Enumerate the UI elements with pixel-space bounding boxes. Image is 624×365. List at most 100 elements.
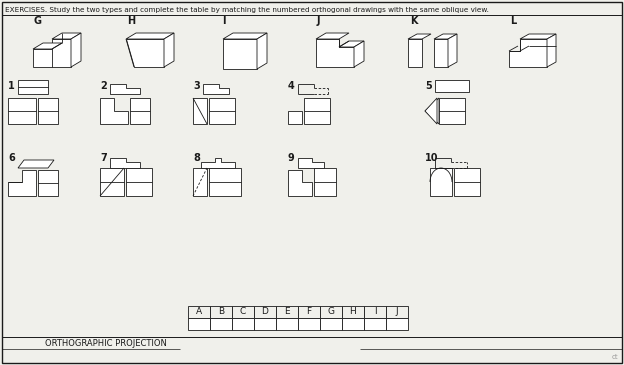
Polygon shape — [223, 33, 267, 39]
Text: G: G — [34, 16, 42, 26]
Bar — [386, 306, 408, 318]
Bar — [276, 306, 298, 318]
Bar — [193, 168, 207, 196]
Text: ct: ct — [612, 354, 618, 360]
Polygon shape — [110, 158, 140, 168]
Text: C: C — [240, 307, 246, 316]
Polygon shape — [408, 39, 422, 67]
Polygon shape — [316, 39, 354, 67]
Polygon shape — [18, 160, 54, 168]
Text: E: E — [284, 307, 290, 316]
Bar — [304, 98, 330, 124]
Bar — [342, 318, 364, 330]
Text: ORTHOGRAPHIC PROJECTION: ORTHOGRAPHIC PROJECTION — [45, 338, 167, 347]
Polygon shape — [71, 33, 81, 67]
Text: J: J — [317, 16, 321, 26]
Bar — [254, 306, 276, 318]
Text: H: H — [349, 307, 356, 316]
Bar — [342, 306, 364, 318]
Bar — [38, 98, 58, 124]
Bar — [232, 318, 254, 330]
Polygon shape — [288, 170, 312, 196]
Bar — [188, 306, 210, 318]
Polygon shape — [298, 158, 324, 168]
Bar — [209, 98, 235, 124]
Bar — [232, 306, 254, 318]
Polygon shape — [434, 34, 457, 39]
Bar — [276, 318, 298, 330]
Polygon shape — [8, 170, 36, 196]
Polygon shape — [408, 34, 431, 39]
Bar — [435, 80, 469, 92]
Polygon shape — [425, 98, 439, 124]
Polygon shape — [354, 41, 364, 67]
Bar — [210, 318, 232, 330]
Polygon shape — [425, 98, 437, 124]
Bar — [320, 318, 342, 330]
Polygon shape — [201, 158, 235, 168]
Bar — [454, 168, 480, 196]
Polygon shape — [288, 111, 302, 124]
Bar — [223, 39, 257, 69]
Polygon shape — [33, 43, 62, 49]
Bar — [188, 318, 210, 330]
Text: K: K — [410, 16, 417, 26]
Polygon shape — [448, 34, 457, 67]
Bar — [8, 98, 36, 124]
Text: 1: 1 — [8, 81, 15, 91]
Bar — [210, 306, 232, 318]
Polygon shape — [126, 33, 174, 39]
Bar — [320, 306, 342, 318]
Text: D: D — [261, 307, 268, 316]
Polygon shape — [257, 33, 267, 69]
Text: B: B — [218, 307, 224, 316]
Polygon shape — [547, 34, 556, 67]
Text: I: I — [374, 307, 376, 316]
Text: 6: 6 — [8, 153, 15, 163]
Bar — [100, 168, 124, 196]
Text: L: L — [510, 16, 516, 26]
Polygon shape — [520, 34, 556, 39]
Bar — [18, 80, 48, 94]
Text: 2: 2 — [100, 81, 107, 91]
Polygon shape — [100, 98, 128, 124]
Bar — [130, 98, 150, 124]
Text: 7: 7 — [100, 153, 107, 163]
Text: 5: 5 — [425, 81, 432, 91]
Text: EXERCISES. Study the two types and complete the table by matching the numbered o: EXERCISES. Study the two types and compl… — [5, 7, 489, 13]
Bar — [364, 318, 386, 330]
Polygon shape — [110, 84, 140, 94]
Polygon shape — [316, 33, 349, 39]
Bar — [430, 168, 452, 196]
Polygon shape — [52, 33, 81, 39]
Polygon shape — [164, 33, 174, 67]
Bar — [254, 318, 276, 330]
Bar — [364, 306, 386, 318]
Bar — [298, 306, 320, 318]
Polygon shape — [126, 39, 164, 67]
Bar — [209, 168, 241, 196]
Polygon shape — [434, 39, 448, 67]
Text: G: G — [328, 307, 334, 316]
Polygon shape — [33, 39, 71, 67]
Text: I: I — [222, 16, 225, 26]
Polygon shape — [203, 84, 229, 94]
Bar — [298, 318, 320, 330]
Polygon shape — [193, 98, 207, 124]
Text: 10: 10 — [425, 153, 439, 163]
Text: F: F — [306, 307, 311, 316]
Polygon shape — [339, 41, 364, 47]
Text: J: J — [396, 307, 398, 316]
Bar — [314, 168, 336, 196]
Bar — [126, 168, 152, 196]
Text: H: H — [127, 16, 135, 26]
Text: 8: 8 — [193, 153, 200, 163]
Bar — [439, 98, 465, 124]
Bar — [38, 170, 58, 196]
Polygon shape — [509, 39, 547, 67]
Text: 3: 3 — [193, 81, 200, 91]
Text: 4: 4 — [288, 81, 295, 91]
Bar — [386, 318, 408, 330]
Text: 9: 9 — [288, 153, 295, 163]
Text: A: A — [196, 307, 202, 316]
